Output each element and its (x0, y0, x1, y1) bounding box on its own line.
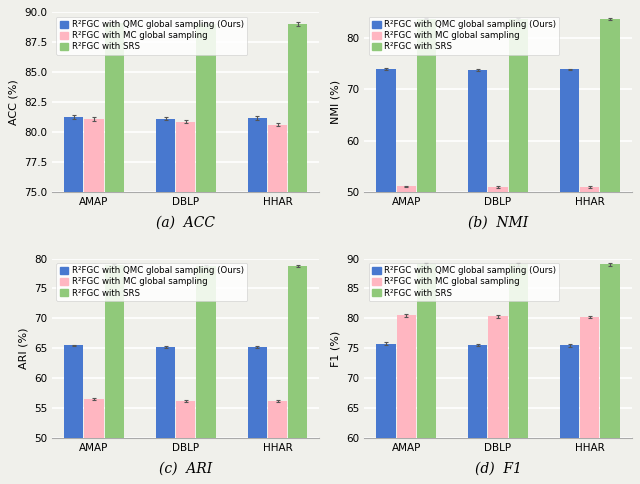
Bar (248, 118, 267, 192)
Y-axis label: ACC (%): ACC (%) (8, 79, 19, 125)
Bar (288, 266, 307, 439)
Y-axis label: F1 (%): F1 (%) (330, 331, 340, 366)
Bar (468, 345, 487, 439)
Bar (176, 401, 195, 439)
Bar (468, 70, 487, 192)
Bar (397, 186, 416, 192)
X-axis label: (c)  ARI: (c) ARI (159, 462, 212, 476)
X-axis label: (d)  F1: (d) F1 (474, 462, 522, 476)
Bar (156, 119, 175, 192)
Bar (600, 19, 620, 192)
Bar (580, 187, 599, 192)
Bar (104, 23, 124, 192)
Bar (488, 317, 508, 439)
Bar (248, 347, 267, 439)
Bar (376, 69, 396, 192)
X-axis label: (b)  NMI: (b) NMI (468, 215, 528, 229)
Bar (417, 18, 436, 192)
Bar (397, 316, 416, 439)
Bar (176, 121, 195, 192)
Bar (196, 24, 216, 192)
Bar (376, 344, 396, 439)
Bar (580, 317, 599, 439)
Bar (156, 347, 175, 439)
Bar (417, 264, 436, 439)
Bar (84, 399, 104, 439)
Bar (488, 187, 508, 192)
Bar (84, 119, 104, 192)
Bar (268, 124, 287, 192)
Legend: R²FGC with QMC global sampling (Ours), R²FGC with MC global sampling, R²FGC with: R²FGC with QMC global sampling (Ours), R… (369, 263, 559, 301)
Bar (509, 19, 528, 192)
Bar (600, 264, 620, 439)
Bar (64, 117, 83, 192)
Bar (560, 346, 579, 439)
Bar (560, 69, 579, 192)
Bar (64, 346, 83, 439)
Legend: R²FGC with QMC global sampling (Ours), R²FGC with MC global sampling, R²FGC with: R²FGC with QMC global sampling (Ours), R… (56, 16, 247, 55)
Bar (288, 24, 307, 192)
Y-axis label: ARI (%): ARI (%) (19, 328, 28, 369)
X-axis label: (a)  ACC: (a) ACC (156, 215, 215, 229)
Bar (509, 264, 528, 439)
Y-axis label: NMI (%): NMI (%) (331, 80, 340, 124)
Legend: R²FGC with QMC global sampling (Ours), R²FGC with MC global sampling, R²FGC with: R²FGC with QMC global sampling (Ours), R… (56, 263, 247, 301)
Bar (104, 265, 124, 439)
Bar (196, 266, 216, 439)
Legend: R²FGC with QMC global sampling (Ours), R²FGC with MC global sampling, R²FGC with: R²FGC with QMC global sampling (Ours), R… (369, 16, 559, 55)
Bar (268, 401, 287, 439)
